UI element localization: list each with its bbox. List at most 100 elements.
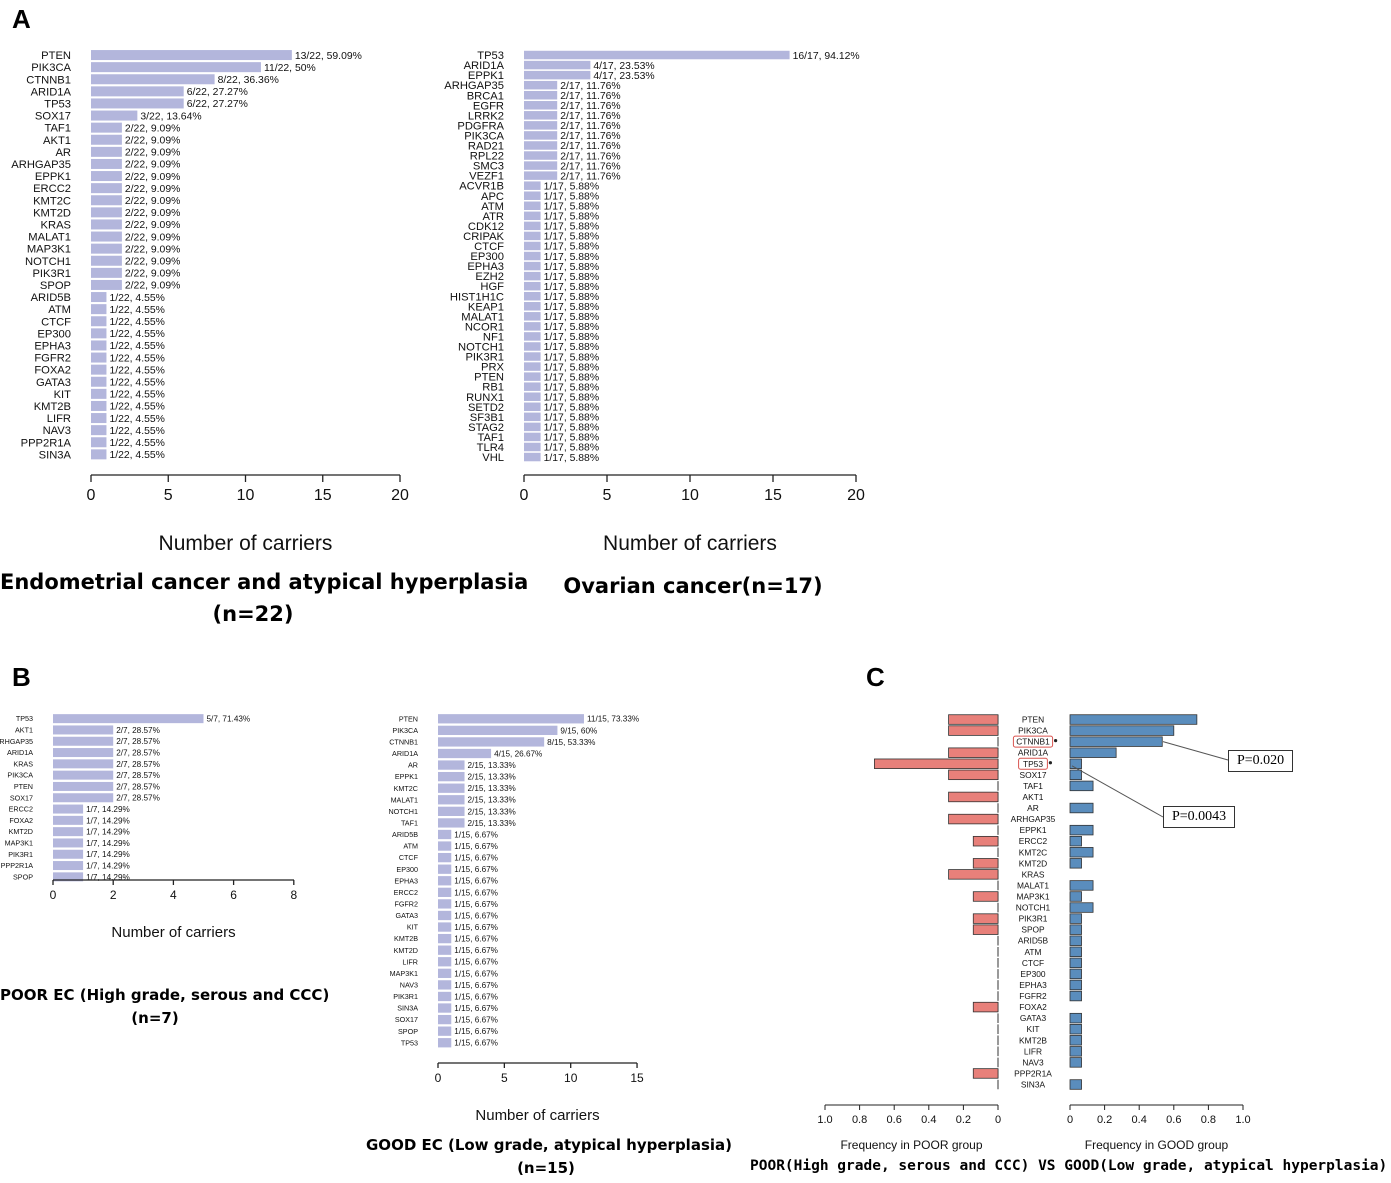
- a1-bar: [91, 146, 122, 157]
- c-category-label: NOTCH1: [1016, 903, 1051, 913]
- a2-category-label: VHL: [482, 452, 504, 464]
- a2-bar: [524, 70, 591, 80]
- a2-value-label: 1/17, 5.88%: [544, 392, 599, 403]
- b2-bar: [438, 748, 492, 759]
- a2-category-label: NCOR1: [465, 321, 504, 333]
- b2-value-label: 11/15, 73.33%: [587, 715, 639, 724]
- c-category-label: PPP2R1A: [1014, 1068, 1052, 1078]
- a2-bar: [524, 342, 541, 351]
- a2-category-label: CTCF: [474, 241, 504, 253]
- a1-bar: [91, 340, 107, 351]
- c-good-bar: [1069, 1057, 1082, 1068]
- c-good-bar: [1069, 769, 1082, 781]
- a2-value-label: 1/17, 5.88%: [544, 423, 599, 434]
- b2-category-label: ATM: [403, 842, 418, 851]
- c-good-bar: [1069, 736, 1163, 747]
- b1-category-label: PIK3CA: [7, 771, 33, 780]
- b2-category-label: EPPK1: [395, 772, 418, 781]
- c-poor-bar: [948, 791, 999, 803]
- a1-bar: [91, 158, 122, 169]
- c-highlight-dot: [1048, 761, 1052, 765]
- b1-category-label: ARHGAP35: [0, 737, 33, 746]
- b1-x-tick-label: 4: [170, 888, 177, 902]
- caption-b2-line2: (n=15): [517, 1159, 575, 1177]
- c-category-label: CTCF: [1022, 958, 1044, 968]
- a2-bar: [524, 111, 558, 120]
- a2-category-label: KEAP1: [468, 301, 504, 313]
- a1-value-label: 1/22, 4.55%: [109, 305, 164, 316]
- b1-category-label: SPOP: [13, 872, 33, 881]
- a2-bar: [524, 392, 541, 401]
- b1-value-label: 1/7, 14.29%: [86, 816, 130, 825]
- a1-bar: [91, 304, 107, 315]
- a2-value-label: 1/17, 5.88%: [544, 292, 599, 303]
- c-highlight-box: [1012, 735, 1054, 748]
- a2-bar: [524, 322, 541, 331]
- b2-value-label: 8/15, 53.33%: [547, 738, 595, 747]
- a1-bar: [91, 183, 122, 194]
- b2-category-label: EP300: [396, 865, 418, 874]
- c-left-x-tick-label: 0.4: [921, 1114, 936, 1126]
- b2-bar: [438, 899, 452, 909]
- c-good-bar: [1069, 1046, 1082, 1057]
- c-category-label: MALAT1: [1017, 880, 1049, 890]
- b1-value-label: 2/7, 28.57%: [116, 749, 160, 758]
- b1-category-label: KRAS: [13, 759, 33, 768]
- a2-value-label: 2/17, 11.76%: [560, 101, 620, 112]
- a2-category-label: STAG2: [468, 422, 504, 434]
- b2-value-label: 1/15, 6.67%: [454, 888, 498, 897]
- b2-value-label: 1/15, 6.67%: [454, 854, 498, 863]
- a1-category-label: ATM: [48, 304, 71, 316]
- c-good-bar: [1069, 847, 1094, 858]
- c-good-bar: [1069, 880, 1094, 891]
- a1-value-label: 2/22, 9.09%: [125, 160, 180, 171]
- b2-category-label: MALAT1: [391, 795, 418, 804]
- a2-bar: [524, 302, 541, 311]
- b2-bar: [438, 795, 465, 805]
- b2-value-label: 1/15, 6.67%: [454, 992, 498, 1001]
- a2-value-label: 1/17, 5.88%: [544, 191, 599, 202]
- a1-value-label: 6/22, 27.27%: [187, 87, 248, 98]
- c-good-bar: [1069, 1035, 1082, 1046]
- a1-category-label: KMT2B: [34, 401, 71, 413]
- b2-bar: [438, 818, 465, 828]
- b1-x-tick-label: 8: [290, 888, 297, 902]
- b2-category-label: PIK3CA: [392, 726, 418, 735]
- a2-value-label: 1/17, 5.88%: [544, 443, 599, 454]
- c-highlight-box: [1018, 757, 1048, 770]
- a2-bar: [524, 90, 558, 100]
- a1-x-tick-label: 5: [164, 487, 173, 504]
- b2-category-label: ARID1A: [392, 749, 418, 758]
- a1-bar: [91, 425, 107, 436]
- c-pvalue-tp53-connector: [1071, 765, 1164, 818]
- a2-value-label: 1/17, 5.88%: [544, 372, 599, 383]
- a2-value-label: 1/17, 5.88%: [544, 433, 599, 444]
- c-category-label: ATM: [1024, 947, 1041, 957]
- a1-category-label: LIFR: [47, 413, 71, 425]
- b1-value-label: 5/7, 71.43%: [207, 715, 251, 724]
- a2-value-label: 1/17, 5.88%: [544, 332, 599, 343]
- a2-bar: [524, 181, 541, 190]
- a2-value-label: 1/17, 5.88%: [544, 282, 599, 293]
- c-category-label: AR: [1027, 803, 1039, 813]
- a1-category-label: NAV3: [43, 425, 71, 437]
- a2-value-label: 1/17, 5.88%: [544, 403, 599, 414]
- c-good-bar: [1069, 747, 1117, 758]
- b1-value-label: 1/7, 14.29%: [86, 828, 130, 837]
- b2-bar: [438, 968, 452, 978]
- c-poor-bar: [948, 714, 999, 725]
- a1-bar: [91, 98, 184, 109]
- a1-category-label: SOX17: [35, 111, 71, 123]
- a1-bar: [91, 219, 122, 230]
- a2-category-label: ARHGAP35: [444, 80, 504, 92]
- c-category-label: SPOP: [1021, 925, 1045, 935]
- a2-value-label: 1/17, 5.88%: [544, 453, 599, 464]
- a2-bar: [524, 161, 558, 170]
- a1-bar: [91, 207, 122, 218]
- c-poor-bar: [948, 769, 999, 781]
- c-good-bar: [1069, 758, 1082, 769]
- a2-category-label: SETD2: [468, 402, 504, 414]
- a1-category-label: CTNNB1: [26, 74, 71, 86]
- b2-category-label: SOX17: [395, 1015, 418, 1024]
- a1-bar: [91, 255, 122, 266]
